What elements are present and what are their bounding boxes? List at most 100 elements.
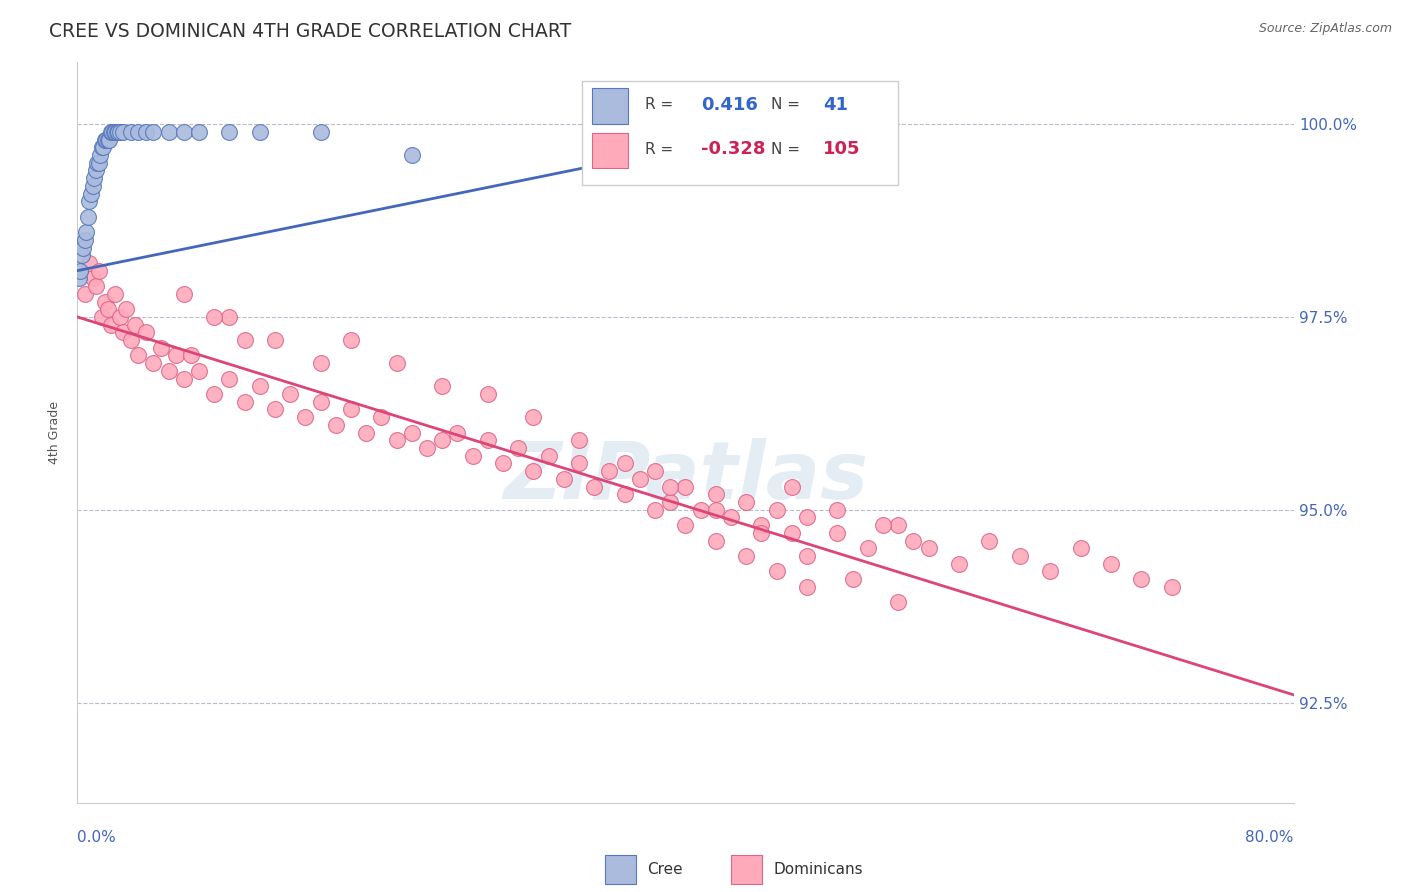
Point: [461, 449, 484, 463]
Point: [173, 286, 195, 301]
Point: [120, 125, 142, 139]
Point: [704, 487, 727, 501]
Point: [309, 356, 332, 370]
Point: [735, 549, 758, 563]
Point: [142, 356, 165, 370]
Point: [173, 371, 195, 385]
Point: [477, 387, 499, 401]
Point: [401, 425, 423, 440]
Point: [780, 480, 803, 494]
Point: [93, 294, 115, 309]
Text: Dominicans: Dominicans: [773, 863, 863, 877]
Point: [751, 525, 773, 540]
Point: [1130, 572, 1153, 586]
Point: [135, 326, 157, 340]
Point: [218, 125, 240, 139]
Point: [918, 541, 941, 556]
Point: [90, 310, 112, 324]
Point: [370, 410, 392, 425]
Point: [675, 480, 697, 494]
Point: [165, 349, 187, 363]
Point: [751, 518, 773, 533]
Point: [96, 132, 118, 146]
Point: [72, 240, 94, 254]
Point: [644, 125, 666, 139]
Point: [108, 125, 131, 139]
FancyBboxPatch shape: [582, 81, 898, 185]
Point: [841, 572, 863, 586]
Point: [87, 155, 110, 169]
Point: [157, 364, 180, 378]
Point: [765, 502, 787, 516]
Point: [1099, 557, 1122, 571]
Text: N =: N =: [770, 97, 800, 112]
Point: [340, 402, 363, 417]
Point: [108, 310, 131, 324]
Point: [508, 441, 530, 455]
Point: [104, 125, 127, 139]
Point: [827, 502, 849, 516]
Point: [264, 402, 287, 417]
Point: [979, 533, 1001, 548]
Point: [522, 464, 544, 478]
Point: [872, 518, 894, 533]
Point: [249, 125, 271, 139]
Point: [79, 256, 101, 270]
Point: [903, 533, 925, 548]
Point: [401, 148, 423, 162]
Point: [309, 125, 332, 139]
Point: [796, 580, 818, 594]
Point: [340, 333, 363, 347]
Text: N =: N =: [770, 142, 800, 157]
Text: 0.416: 0.416: [702, 95, 758, 113]
Point: [294, 410, 316, 425]
Point: [98, 132, 121, 146]
Point: [127, 125, 149, 139]
Point: [70, 248, 93, 262]
Point: [553, 472, 575, 486]
Point: [720, 510, 742, 524]
Point: [173, 125, 195, 139]
Point: [948, 557, 970, 571]
Text: R =: R =: [645, 142, 673, 157]
Point: [82, 271, 104, 285]
Point: [91, 140, 114, 154]
Point: [202, 387, 225, 401]
Point: [80, 186, 103, 201]
Point: [704, 533, 727, 548]
Point: [218, 310, 240, 324]
Point: [249, 379, 271, 393]
Point: [309, 394, 332, 409]
Text: R =: R =: [645, 97, 673, 112]
Point: [149, 341, 172, 355]
Point: [568, 434, 591, 448]
Point: [1039, 565, 1062, 579]
Text: 4th Grade: 4th Grade: [48, 401, 60, 464]
Point: [432, 379, 454, 393]
Point: [67, 271, 90, 285]
Point: [659, 480, 682, 494]
Point: [432, 434, 454, 448]
Point: [568, 457, 591, 471]
Point: [765, 565, 787, 579]
Point: [827, 525, 849, 540]
Point: [385, 356, 408, 370]
Point: [83, 171, 105, 186]
Point: [127, 349, 149, 363]
Point: [111, 125, 134, 139]
Point: [82, 178, 104, 193]
Point: [107, 125, 129, 139]
Point: [120, 333, 142, 347]
Point: [233, 394, 256, 409]
Point: [704, 502, 727, 516]
Point: [780, 525, 803, 540]
Point: [77, 210, 100, 224]
Point: [218, 371, 240, 385]
Point: [613, 487, 636, 501]
Text: 41: 41: [823, 95, 848, 113]
Point: [689, 502, 711, 516]
Text: CREE VS DOMINICAN 4TH GRADE CORRELATION CHART: CREE VS DOMINICAN 4TH GRADE CORRELATION …: [49, 22, 571, 41]
Point: [887, 518, 910, 533]
Text: 80.0%: 80.0%: [1246, 830, 1294, 845]
Point: [103, 125, 125, 139]
